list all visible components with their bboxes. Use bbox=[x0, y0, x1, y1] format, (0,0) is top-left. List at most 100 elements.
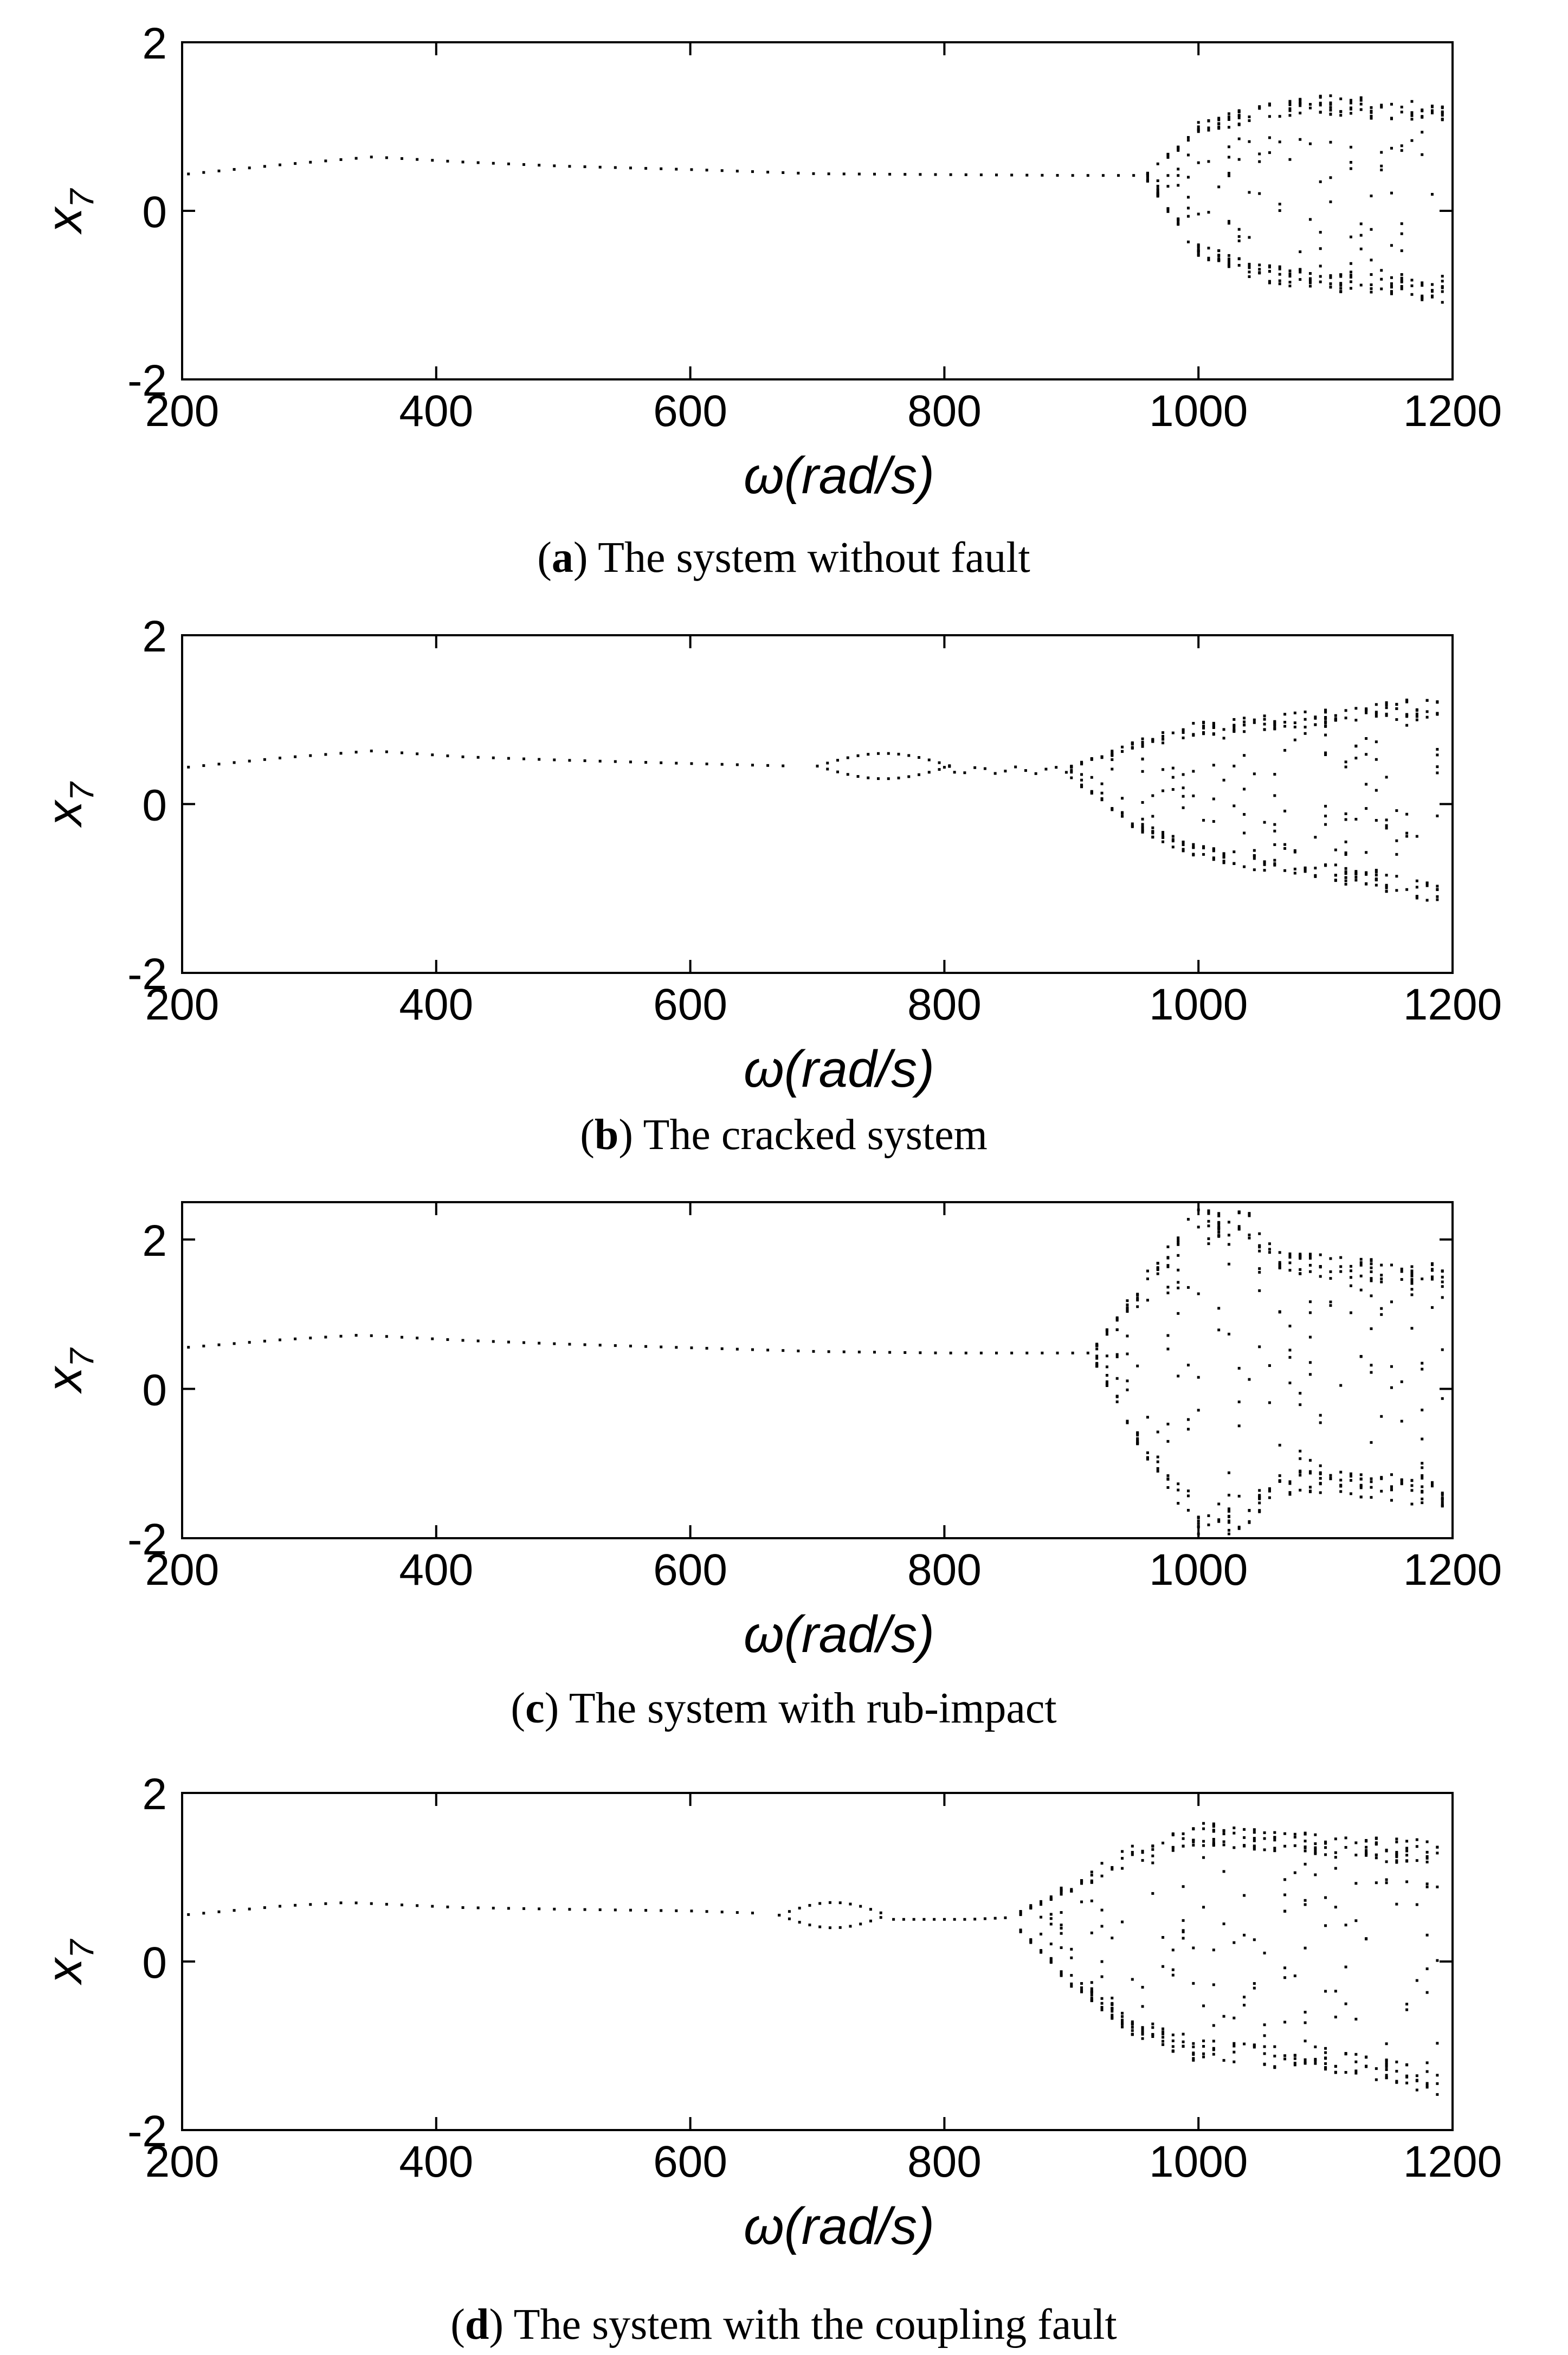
data-point bbox=[1192, 1982, 1195, 1985]
data-point bbox=[1329, 106, 1332, 109]
data-point bbox=[720, 1911, 724, 1914]
data-point bbox=[476, 1339, 480, 1343]
data-point bbox=[1308, 1335, 1312, 1339]
data-point bbox=[1141, 2027, 1144, 2030]
data-point bbox=[1253, 1848, 1256, 1851]
data-point bbox=[1126, 1421, 1129, 1424]
data-point bbox=[1207, 1209, 1210, 1212]
data-point bbox=[1390, 191, 1393, 195]
data-point bbox=[1365, 873, 1368, 876]
data-point bbox=[1304, 1840, 1307, 1843]
data-point bbox=[1344, 872, 1347, 875]
data-point bbox=[979, 1351, 983, 1354]
data-point bbox=[1141, 1859, 1144, 1862]
data-point bbox=[1156, 184, 1159, 188]
data-point bbox=[808, 1904, 811, 1907]
data-point bbox=[1324, 724, 1327, 727]
data-point bbox=[1319, 264, 1322, 268]
data-point bbox=[1430, 111, 1434, 114]
data-point bbox=[1349, 287, 1352, 290]
data-point bbox=[1186, 215, 1190, 218]
data-point bbox=[1430, 192, 1434, 196]
data-point bbox=[1421, 1408, 1424, 1411]
data-point bbox=[1288, 1325, 1292, 1328]
data-point bbox=[1090, 1931, 1093, 1934]
data-point bbox=[1243, 2003, 1246, 2006]
data-point bbox=[1217, 127, 1221, 130]
data-point bbox=[1349, 145, 1352, 149]
data-point bbox=[1186, 1286, 1190, 1289]
data-point bbox=[1334, 718, 1337, 721]
data-point bbox=[1436, 765, 1439, 769]
data-point bbox=[1415, 886, 1418, 889]
data-point bbox=[1385, 889, 1388, 893]
data-point bbox=[492, 1906, 495, 1909]
data-point bbox=[1334, 879, 1337, 882]
data-point bbox=[1324, 1990, 1327, 1993]
data-point bbox=[1308, 1459, 1312, 1462]
data-point bbox=[1182, 1844, 1185, 1848]
data-point bbox=[1441, 1269, 1444, 1273]
data-point bbox=[1171, 776, 1175, 779]
data-point bbox=[568, 1343, 571, 1346]
data-point bbox=[1365, 753, 1368, 756]
y-tick-label: -2 bbox=[127, 950, 167, 999]
x-tick-label: 800 bbox=[907, 386, 982, 436]
data-point bbox=[1025, 1351, 1029, 1354]
data-point bbox=[1334, 1867, 1337, 1870]
data-point bbox=[1421, 1362, 1424, 1365]
data-point bbox=[1086, 1351, 1089, 1354]
data-point bbox=[1354, 745, 1358, 748]
data-point bbox=[1121, 797, 1124, 800]
data-point bbox=[1237, 1525, 1241, 1528]
data-point bbox=[1425, 1850, 1429, 1854]
data-point bbox=[1385, 2074, 1388, 2077]
data-point bbox=[1197, 1292, 1200, 1295]
data-point bbox=[1151, 2022, 1154, 2025]
data-point bbox=[1034, 772, 1037, 775]
data-point bbox=[1115, 1395, 1119, 1398]
data-point bbox=[1192, 2057, 1195, 2060]
data-point bbox=[1421, 1491, 1424, 1494]
data-point bbox=[1141, 823, 1144, 826]
data-point bbox=[1390, 1300, 1393, 1304]
data-point bbox=[1324, 804, 1327, 808]
data-point bbox=[1380, 104, 1383, 107]
data-point bbox=[1060, 1946, 1063, 1950]
data-point bbox=[1070, 769, 1073, 772]
data-point bbox=[1344, 760, 1347, 764]
data-point bbox=[1339, 1485, 1343, 1488]
data-point bbox=[1115, 1355, 1119, 1358]
data-point bbox=[1359, 1274, 1363, 1277]
data-point bbox=[995, 1351, 998, 1354]
data-point bbox=[1354, 817, 1358, 821]
data-point bbox=[1248, 115, 1251, 119]
data-point bbox=[1111, 1996, 1114, 1999]
data-point bbox=[1400, 111, 1403, 114]
data-point bbox=[1344, 2002, 1347, 2005]
data-point bbox=[1380, 106, 1383, 109]
data-point bbox=[1278, 273, 1281, 276]
data-point bbox=[324, 1902, 327, 1905]
y-tick-label: 2 bbox=[142, 1216, 167, 1266]
data-point bbox=[1222, 728, 1225, 731]
data-point bbox=[1212, 724, 1215, 727]
data-point bbox=[1390, 1365, 1393, 1368]
data-point bbox=[1156, 1267, 1159, 1270]
data-point bbox=[859, 1905, 862, 1908]
data-point bbox=[1121, 2021, 1124, 2024]
data-point bbox=[1095, 1354, 1099, 1358]
data-point bbox=[1222, 778, 1225, 782]
data-point bbox=[1349, 262, 1352, 265]
data-point bbox=[1080, 1982, 1083, 1985]
data-point bbox=[1171, 1849, 1175, 1852]
data-point bbox=[1308, 1472, 1312, 1475]
data-point bbox=[1288, 1482, 1292, 1485]
data-point bbox=[339, 1901, 343, 1905]
data-point bbox=[1177, 1254, 1180, 1257]
data-point bbox=[1151, 739, 1154, 743]
data-point bbox=[1268, 1364, 1271, 1367]
x-tick-label: 600 bbox=[653, 1545, 727, 1595]
data-point bbox=[1090, 1997, 1093, 2000]
data-point bbox=[1080, 785, 1083, 788]
